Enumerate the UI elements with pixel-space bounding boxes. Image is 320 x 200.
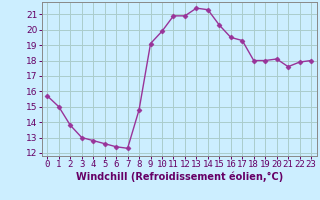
X-axis label: Windchill (Refroidissement éolien,°C): Windchill (Refroidissement éolien,°C) [76,172,283,182]
